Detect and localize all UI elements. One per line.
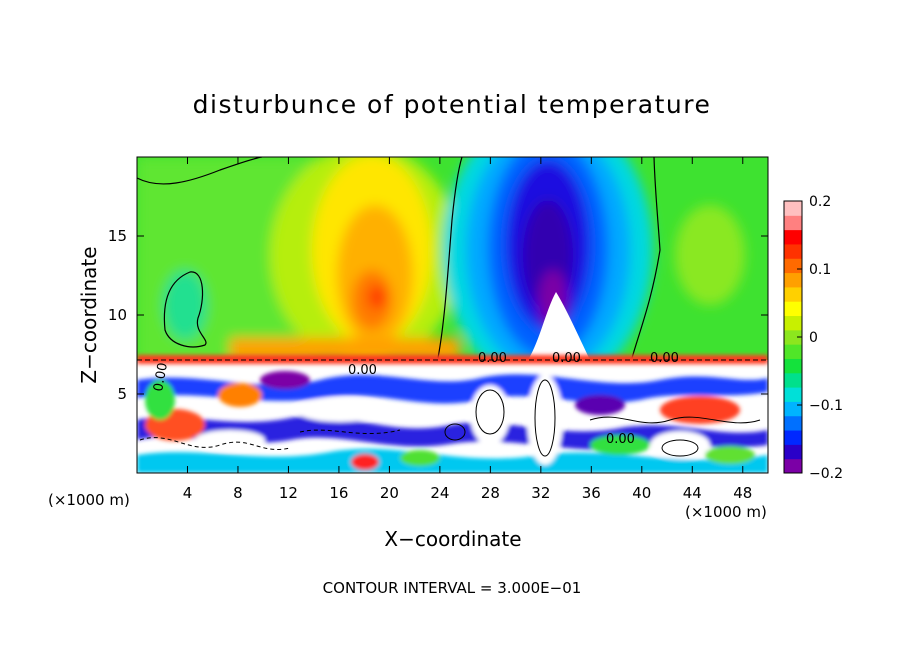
- colorbar-tick-label: −0.1: [809, 398, 843, 414]
- green-eddy-1: [145, 380, 175, 420]
- colorbar-swatch: [784, 387, 802, 402]
- warm-base-band: [230, 338, 460, 360]
- contour-labels: 0.00 0.00 0.00 0.00 0.00 0.00: [151, 351, 679, 447]
- x-tick-label: 24: [430, 484, 449, 502]
- x-tick-label: 8: [233, 484, 243, 502]
- colorbar-swatch: [784, 272, 802, 288]
- contour-label: 0.00: [650, 351, 679, 366]
- colorbar-tick-label: −0.2: [809, 466, 843, 482]
- y-axis: 5 10 15: [108, 227, 768, 403]
- colorbar-tick-label: 0.1: [809, 262, 831, 278]
- y-tick-label: 15: [108, 227, 127, 245]
- x-axis: 4 8 12 16 20 24 28 32 36 40 44 48: [183, 157, 752, 502]
- warm-eddy-3: [660, 396, 740, 424]
- colorbar-swatch: [784, 444, 802, 460]
- colorbar-swatch: [784, 430, 802, 445]
- colorbar-swatch: [784, 258, 802, 274]
- x-tick-label: 28: [481, 484, 500, 502]
- colorbar-swatch: [784, 344, 802, 359]
- x-axis-label: X−coordinate: [384, 527, 521, 551]
- weak-warm-right: [675, 205, 745, 305]
- purple-eddy-2: [575, 395, 625, 415]
- warm-eddy-4: [351, 454, 379, 470]
- colorbar-swatch: [784, 415, 802, 431]
- chart-title: disturbunce of potential temperature: [193, 90, 712, 119]
- x-tick-label: 20: [380, 484, 399, 502]
- colorbar-tick-label: 0: [809, 330, 818, 346]
- contour-zero-left-top: [137, 157, 263, 185]
- colorbar-swatch: [784, 201, 802, 216]
- contour-zero-left-loop: [163, 271, 207, 348]
- x-tick-label: 40: [632, 484, 651, 502]
- x-tick-label: 4: [183, 484, 193, 502]
- colorbar: −0.2 −0.1 0 0.1 0.2: [783, 194, 843, 482]
- white-eddy-5: [195, 430, 265, 450]
- x-tick-label: 48: [733, 484, 752, 502]
- x-tick-label: 16: [329, 484, 348, 502]
- purple-eddy-1: [260, 371, 310, 389]
- x-tick-label: 12: [279, 484, 298, 502]
- contour-zero-cold-edge: [631, 157, 661, 359]
- contour-label: 0.00: [552, 351, 581, 366]
- green-eddy-4: [400, 450, 440, 466]
- contour-wave-2: [589, 416, 761, 424]
- contour-label: 0.00: [478, 351, 507, 366]
- white-eddy-1: [295, 398, 385, 422]
- contour-label: 0.00: [606, 432, 635, 447]
- green-eddy-2: [590, 435, 650, 455]
- white-eddy-3: [527, 375, 563, 465]
- colorbar-swatch: [784, 229, 802, 245]
- contour-zero-warm-edge: [437, 157, 463, 359]
- colorbar-swatch: [784, 372, 802, 388]
- cold-white-intrusion: [528, 292, 590, 360]
- white-eddy-4: [650, 431, 710, 459]
- warm-eddy-2: [218, 383, 262, 407]
- colorbar-swatch: [784, 286, 802, 302]
- green-eddy-3: [705, 446, 755, 464]
- colorbar-swatch: [784, 458, 802, 474]
- cyan-band: [137, 448, 768, 473]
- x-unit-left: (×1000 m): [48, 491, 130, 509]
- y-axis-label: Z−coordinate: [77, 246, 101, 383]
- colorbar-swatch: [784, 329, 802, 345]
- x-unit-right: (×1000 m): [685, 503, 767, 521]
- contour-wave-3: [299, 429, 401, 435]
- contour-eddy-3: [661, 439, 699, 457]
- y-tick-label: 5: [117, 385, 127, 403]
- colorbar-swatch: [784, 315, 802, 331]
- colorbar-swatch: [784, 215, 802, 231]
- contour-eddy-2: [534, 379, 556, 457]
- y-tick-label: 10: [108, 306, 127, 324]
- contour-eddy-1: [475, 389, 505, 435]
- colorbar-swatch: [784, 401, 802, 417]
- colorbar-swatch: [784, 243, 802, 259]
- white-eddy-2: [470, 385, 510, 445]
- contour-interval: CONTOUR INTERVAL = 3.000E−01: [323, 579, 582, 597]
- upper-field: [137, 157, 745, 390]
- x-tick-label: 32: [531, 484, 550, 502]
- lower-contours: [137, 359, 768, 457]
- upper-contours: [137, 157, 661, 359]
- warm-region-peak: [368, 285, 386, 309]
- colorbar-swatch: [784, 358, 802, 374]
- weak-cold-left: [163, 270, 207, 340]
- contour-label: 0.00: [348, 363, 377, 378]
- colorbar-swatch: [784, 301, 802, 317]
- x-tick-label: 44: [683, 484, 702, 502]
- contour-eddy-4: [444, 423, 466, 441]
- x-tick-label: 36: [582, 484, 601, 502]
- colorbar-tick-label: 0.2: [809, 194, 831, 210]
- plot-area: [137, 157, 768, 473]
- contour-label: 0.00: [151, 362, 171, 393]
